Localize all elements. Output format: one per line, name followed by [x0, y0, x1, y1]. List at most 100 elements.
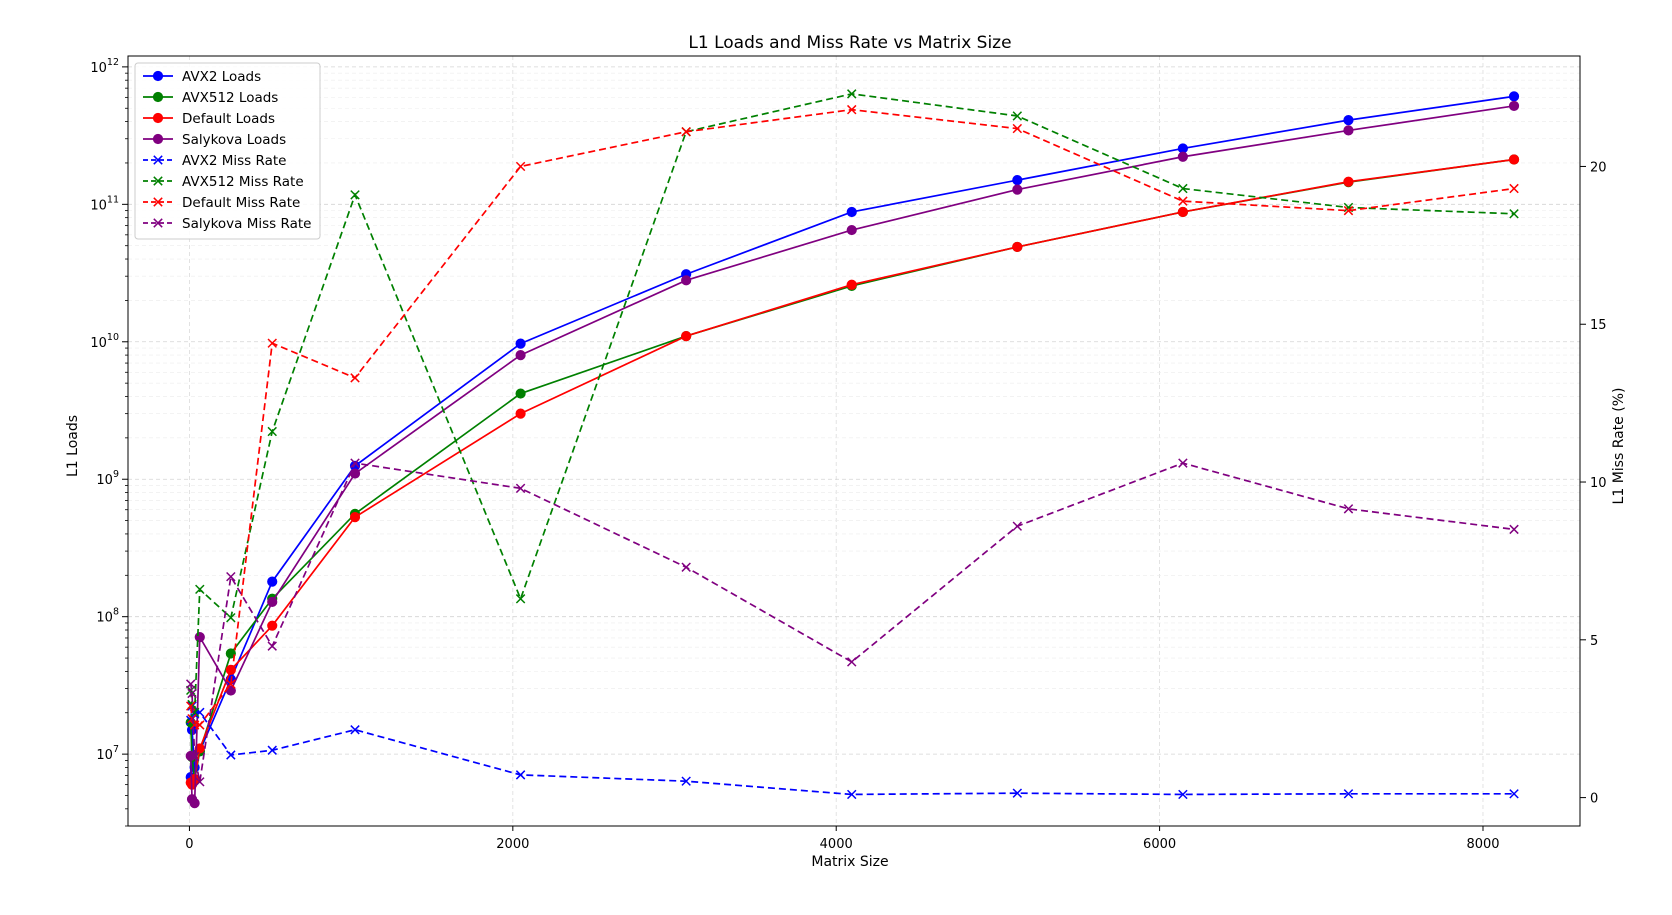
data-point: [350, 190, 360, 200]
marker-stroke: [153, 218, 163, 228]
marker-stroke: [1012, 788, 1023, 798]
legend-label: Salykova Miss Rate: [182, 216, 311, 232]
data-point: [267, 426, 277, 437]
marker-stroke: [195, 720, 205, 730]
axes: 0 2000 4000 6000 8000 107 108 109 1010 1011 1012 0 5…: [90, 55, 1607, 852]
legend-label: Salykova Loads: [182, 132, 286, 148]
marker-stroke: [681, 776, 691, 786]
series-line: [189, 158, 1515, 781]
marker-stroke: [350, 190, 360, 200]
left-y-axis-label: L1 Loads: [65, 415, 81, 477]
x-tick-label: 0: [185, 837, 193, 852]
marker-stroke: [189, 707, 200, 718]
data-point: [1508, 100, 1520, 112]
data-point: [681, 275, 692, 286]
data-point: [225, 664, 236, 676]
data-point: [515, 350, 526, 361]
data-point: [515, 408, 526, 419]
series-line: [189, 462, 1515, 782]
legend-label: Default Miss Rate: [182, 195, 300, 211]
data-point: [681, 776, 691, 786]
data-point: [226, 612, 236, 623]
legend-label: AVX2 Loads: [182, 69, 261, 85]
marker-stroke: [186, 701, 196, 711]
data-point: [515, 161, 526, 172]
plot-series: [185, 89, 1520, 809]
data-point: [1509, 524, 1519, 535]
data-point: [1178, 183, 1188, 194]
data-point: [187, 688, 197, 699]
y-left-tick-label: 108: [96, 607, 119, 626]
data-point: [1012, 241, 1023, 253]
marker-stroke: [515, 594, 526, 604]
data-point: [847, 657, 857, 667]
marker-stroke: [267, 338, 277, 348]
y-right-tick-label: 10: [1590, 476, 1607, 491]
marker-stroke: [350, 373, 360, 383]
data-point: [1178, 789, 1188, 800]
series-salykova-miss-rate: [186, 458, 1519, 787]
data-point: [1012, 184, 1023, 195]
legend-entry: AVX512 Loads: [143, 90, 278, 106]
marker-stroke: [226, 750, 236, 760]
marker-stroke: [515, 770, 526, 780]
legend-label: AVX512 Miss Rate: [182, 174, 304, 190]
y-right-tick-label: 15: [1590, 318, 1607, 333]
data-point: [847, 104, 857, 115]
data-point: [1509, 209, 1519, 219]
data-point: [515, 388, 526, 399]
series-avx2-miss-rate: [186, 701, 1519, 800]
data-point: [195, 777, 205, 787]
marker-stroke: [226, 679, 236, 689]
data-point: [226, 571, 236, 582]
marker-stroke: [189, 751, 200, 762]
data-point: [1343, 789, 1354, 799]
marker-stroke: [1012, 111, 1023, 121]
data-point: [1012, 111, 1023, 121]
data-point: [267, 745, 277, 755]
marker-stroke: [1343, 789, 1354, 799]
data-point: [1343, 504, 1354, 514]
marker-stroke: [153, 176, 163, 186]
marker-stroke: [226, 612, 236, 623]
y-left-tick-label: 1010: [90, 332, 119, 351]
marker-stroke: [1178, 458, 1188, 468]
data-point: [1509, 789, 1519, 799]
marker-stroke: [1509, 209, 1519, 219]
legend-entry: AVX512 Miss Rate: [143, 174, 304, 190]
series-line: [189, 705, 1515, 796]
data-point: [349, 468, 361, 479]
data-point: [847, 89, 857, 99]
marker-stroke: [1012, 521, 1023, 531]
legend: AVX2 Loads AVX512 Loads Default Loads Salyk…: [134, 62, 321, 240]
legend-box: [134, 62, 321, 240]
marker-stroke: [847, 104, 857, 115]
data-point: [267, 338, 277, 348]
marker-stroke: [350, 458, 360, 468]
x-tick-label: 2000: [496, 837, 529, 852]
legend-marker: [152, 112, 164, 124]
marker-stroke: [226, 571, 236, 582]
series-salykova-loads: [185, 100, 1520, 809]
data-point: [186, 701, 196, 711]
legend-entry: Salykova Miss Rate: [143, 216, 311, 232]
legend-label: Default Loads: [182, 111, 275, 127]
marker-stroke: [847, 89, 857, 99]
legend-entry: AVX2 Loads: [143, 69, 261, 85]
marker-stroke: [267, 641, 277, 651]
marker-stroke: [267, 745, 277, 755]
data-point: [226, 750, 236, 760]
data-point: [186, 679, 196, 689]
data-point: [515, 483, 526, 494]
legend-label: AVX2 Miss Rate: [182, 153, 286, 169]
series-line: [190, 158, 1515, 787]
data-point: [1343, 176, 1354, 187]
legend-entry: Default Loads: [143, 111, 275, 127]
y-left-tick-label: 1012: [90, 57, 119, 76]
data-point: [267, 576, 278, 587]
data-point: [846, 279, 857, 290]
marker-stroke: [267, 426, 277, 437]
data-point: [194, 632, 205, 643]
data-point: [1177, 151, 1188, 162]
